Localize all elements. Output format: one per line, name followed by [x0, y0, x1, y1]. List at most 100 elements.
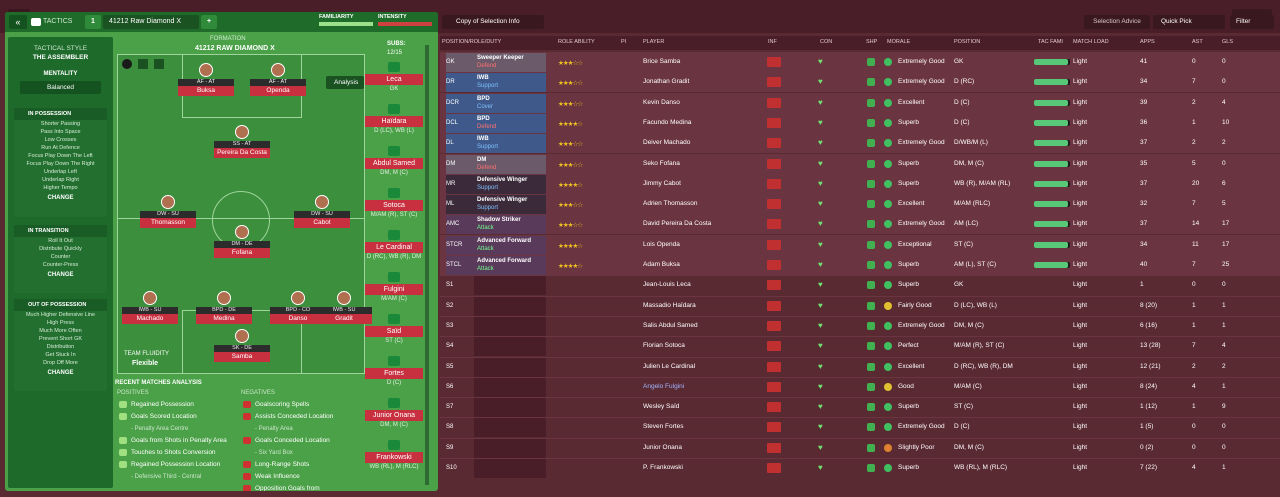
selection-advice-button[interactable]: Selection Advice [1084, 15, 1150, 29]
role-duty[interactable] [474, 459, 546, 478]
mentality-select[interactable]: Balanced [20, 81, 101, 94]
player-row[interactable]: S4 Florian Sotoca ♥ Perfect M/AM (R), ST (C)… [440, 336, 1280, 357]
column-header[interactable]: PLAYER [643, 39, 665, 45]
pitch-player[interactable]: IWB - SU Gradit [316, 291, 372, 341]
player-name[interactable]: Kevin Danso [643, 98, 680, 106]
player-row[interactable]: DR IWB Support ★★★☆☆ Jonathan Gradit ♥ Extreme… [440, 72, 1280, 93]
player-row[interactable]: S1 Jean-Louis Leca ♥ Superb GK Light 1 0 0 [440, 275, 1280, 296]
role-duty[interactable]: Defensive Winger Support [474, 195, 546, 215]
collapse-button[interactable]: « [9, 15, 27, 29]
tactic-name-select[interactable]: 41212 Raw Diamond X [103, 15, 199, 29]
copy-selection-button[interactable]: Copy of Selection Info [442, 15, 544, 29]
formation-name[interactable]: 41212 RAW DIAMOND X [195, 45, 275, 52]
role-duty[interactable] [474, 337, 546, 357]
substitute[interactable]: Fortes D (C) [365, 356, 423, 392]
substitute[interactable]: Sotoca M/AM (R), ST (C) [365, 188, 423, 224]
player-row[interactable]: STCR Advanced Forward Attack ★★★★☆ Lois Open… [440, 234, 1280, 255]
role-duty[interactable]: Defensive Winger Support [474, 174, 546, 194]
player-row[interactable]: S5 Julien Le Cardinal ♥ Excellent D (RC), WB… [440, 356, 1280, 377]
list-icon[interactable] [154, 59, 164, 69]
player-row[interactable]: S3 Salis Abdul Samed ♥ Extremely Good DM, M … [440, 315, 1280, 336]
stats-icon[interactable] [138, 59, 148, 69]
role-duty[interactable]: DM Defend [474, 154, 546, 174]
player-row[interactable]: S10 P. Frankowski ♥ Superb WB (RL), M (RLC) L… [440, 458, 1280, 478]
player-name[interactable]: Jean-Louis Leca [643, 281, 691, 289]
role-duty[interactable] [474, 357, 546, 377]
column-header[interactable]: TAC FAMI [1038, 39, 1063, 45]
player-name[interactable]: Adrien Thomasson [643, 200, 698, 208]
substitute[interactable]: Abdul Samed DM, M (C) [365, 146, 423, 182]
role-duty[interactable]: IWB Support [474, 134, 546, 154]
substitute[interactable]: Leca GK [365, 62, 423, 98]
player-row[interactable]: DCL BPD Defend ★★★★☆ Facundo Medina ♥ Superb D … [440, 112, 1280, 133]
pitch-player[interactable]: BPD - DE Medina [196, 291, 252, 341]
role-duty[interactable] [474, 296, 546, 316]
pitch-player[interactable]: BPD - CO Danso [270, 291, 326, 341]
player-name[interactable]: Salis Abdul Samed [643, 321, 698, 329]
player-name[interactable]: Facundo Medina [643, 118, 692, 126]
player-row[interactable]: S2 Massadio Haïdara ♥ Fairly Good D (LC), WB… [440, 295, 1280, 316]
column-header[interactable]: ROLE ABILITY [558, 39, 595, 45]
player-name[interactable]: Angelo Fulgini [643, 382, 685, 390]
pitch-player[interactable]: SK - DE Samba [214, 329, 270, 379]
player-row[interactable]: AMC Shadow Striker Attack ★★★☆☆ David Pereir… [440, 214, 1280, 235]
role-duty[interactable]: Advanced Forward Attack [474, 235, 546, 255]
player-row[interactable]: S7 Wesley Saïd ♥ Superb ST (C) Light 1 (12) 1 9 [440, 397, 1280, 418]
change-in-possession-button[interactable]: CHANGE [47, 195, 74, 201]
pitch-player[interactable]: DW - SU Cabot [294, 195, 350, 245]
role-duty[interactable] [474, 316, 546, 336]
quick-pick-button[interactable]: Quick Pick [1153, 15, 1225, 29]
role-duty[interactable]: Shadow Striker Attack [474, 215, 546, 235]
left-scrollbar[interactable] [425, 45, 429, 485]
pitch-player[interactable]: DM - DE Fofana [214, 225, 270, 275]
player-row[interactable]: DM DM Defend ★★★☆☆ Seko Fofana ♥ Superb DM, M (… [440, 153, 1280, 174]
player-name[interactable]: Steven Fortes [643, 423, 684, 431]
pitch-player[interactable]: AF - AT Openda [250, 63, 306, 113]
pitch-player[interactable]: AF - AT Buksa [178, 63, 234, 113]
role-duty[interactable]: Sweeper Keeper Defend [474, 53, 546, 72]
pitch-player[interactable]: IWB - SU Machado [122, 291, 178, 341]
player-row[interactable]: STCL Advanced Forward Attack ★★★★☆ Adam Buks… [440, 255, 1280, 275]
player-name[interactable]: David Pereira Da Costa [643, 220, 712, 228]
column-header[interactable]: MATCH LOAD [1073, 39, 1109, 45]
player-row[interactable]: MR Defensive Winger Support ★★★★☆ Jimmy Cabo… [440, 173, 1280, 194]
column-header[interactable]: GLS [1222, 39, 1234, 45]
add-tactic-button[interactable]: + [201, 15, 217, 29]
analysis-title[interactable]: RECENT MATCHES ANALYSIS [115, 380, 202, 386]
player-name[interactable]: P. Frankowski [643, 464, 683, 471]
column-header[interactable]: SHP [866, 39, 878, 45]
role-duty[interactable]: BPD Cover [474, 93, 546, 113]
player-instruction-icon[interactable] [122, 59, 132, 69]
substitute[interactable]: Junior Onana DM, M (C) [365, 398, 423, 434]
analysis-button[interactable]: Analysis [326, 76, 364, 89]
column-header[interactable]: MORALE [887, 39, 911, 45]
player-name[interactable]: Seko Fofana [643, 159, 680, 167]
player-name[interactable]: Wesley Saïd [643, 403, 680, 411]
pitch-player[interactable]: DW - SU Thomasson [140, 195, 196, 245]
player-name[interactable]: Massadio Haïdara [643, 301, 696, 309]
player-row[interactable]: DCR BPD Cover ★★★☆☆ Kevin Danso ♥ Excellent D (… [440, 92, 1280, 113]
column-header[interactable]: INF [768, 39, 777, 45]
role-duty[interactable] [474, 398, 546, 418]
player-row[interactable]: S8 Steven Fortes ♥ Extremely Good D (C) Light… [440, 417, 1280, 438]
player-name[interactable]: Brice Samba [643, 58, 681, 65]
player-row[interactable]: DL IWB Support ★★★☆☆ Deiver Machado ♥ Extremel… [440, 133, 1280, 154]
substitute[interactable]: Fulgini M/AM (C) [365, 272, 423, 308]
change-in-transition-button[interactable]: CHANGE [47, 272, 74, 278]
role-duty[interactable]: IWB Support [474, 73, 546, 93]
player-name[interactable]: Jonathan Gradit [643, 78, 690, 86]
player-name[interactable]: Adam Buksa [643, 261, 680, 268]
role-duty[interactable] [474, 438, 546, 458]
role-duty[interactable] [474, 276, 546, 296]
column-header[interactable]: POSITION [954, 39, 981, 45]
player-row[interactable]: S9 Junior Onana ♥ Slightly Poor DM, M (C) Lig… [440, 437, 1280, 458]
column-header[interactable]: POSITION/ROLE/DUTY [442, 39, 502, 45]
pitch-player[interactable]: SS - AT Pereira Da Costa [214, 125, 270, 175]
role-duty[interactable]: BPD Defend [474, 113, 546, 133]
player-row[interactable]: S6 Angelo Fulgini ♥ Good M/AM (C) Light 8 (24)… [440, 376, 1280, 397]
column-header[interactable]: APPS [1140, 39, 1155, 45]
player-row[interactable]: GK Sweeper Keeper Defend ★★★☆☆ Brice Samba ♥ E… [440, 52, 1280, 72]
player-name[interactable]: Lois Openda [643, 240, 680, 248]
column-header[interactable]: CON [820, 39, 833, 45]
column-header[interactable]: PI [621, 39, 627, 45]
